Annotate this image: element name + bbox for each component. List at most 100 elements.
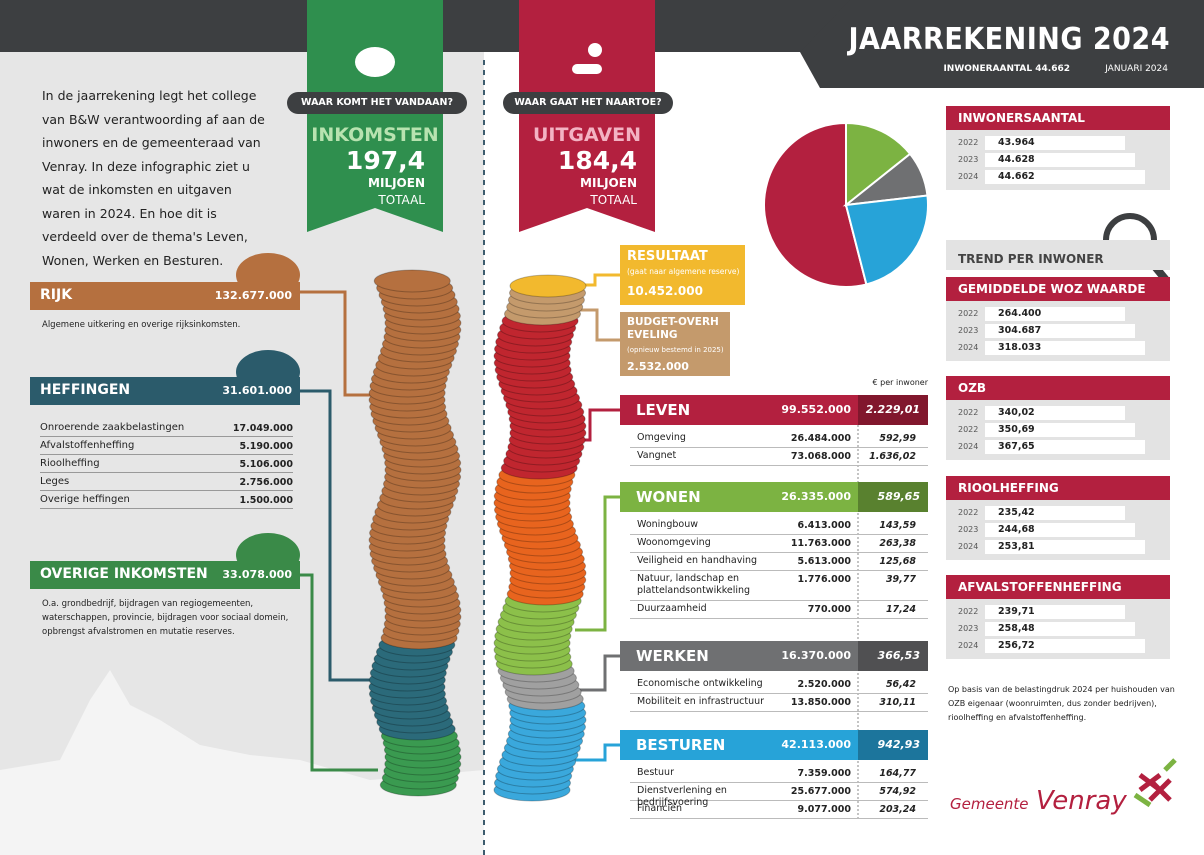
- row-label: Leges: [40, 476, 70, 487]
- row-amount: 7.359.000: [797, 768, 852, 779]
- source-note: Algemene uitkering en overige rijksinkom…: [42, 320, 241, 330]
- row-year: 2022: [958, 425, 979, 434]
- row-amount: 25.677.000: [790, 786, 851, 797]
- row-year: 2024: [958, 343, 979, 352]
- row-per-capita: 164,77: [879, 768, 916, 779]
- theme-name: LEVEN: [636, 401, 691, 419]
- row-year: 2024: [958, 442, 979, 451]
- row-line: [630, 618, 928, 619]
- row-label: Woonomgeving: [637, 537, 711, 548]
- row-value: 304.687: [998, 325, 1042, 336]
- section-bar: [946, 476, 1170, 500]
- row-year: 2023: [958, 326, 979, 335]
- header-date: JANUARI 2024: [1105, 64, 1168, 74]
- banner-title: UITGAVEN: [532, 124, 642, 146]
- row-line: [40, 436, 293, 437]
- piggy-icon: [355, 47, 395, 77]
- section-title: AFVALSTOFFENHEFFING: [958, 580, 1122, 594]
- theme-bar: [620, 395, 858, 425]
- coin: [373, 269, 451, 293]
- logo-mark: [1133, 758, 1177, 808]
- carryover-title: BUDGET-OVERHEVELING: [627, 316, 719, 341]
- row-line: [40, 454, 293, 455]
- row-amount: 5.190.000: [239, 441, 294, 452]
- row-per-capita: 143,59: [879, 520, 916, 531]
- source-amount: 33.078.000: [222, 568, 292, 581]
- banner-amount: 184,4: [557, 146, 637, 175]
- row-per-capita: 574,92: [879, 786, 916, 797]
- pie-slice: [763, 121, 868, 288]
- row-bar: [985, 639, 1145, 653]
- row-label: Woningbouw: [637, 519, 698, 530]
- row-line: [630, 711, 928, 712]
- source-name: HEFFINGEN: [40, 382, 131, 398]
- row-amount: 5.613.000: [797, 556, 852, 567]
- ribbon-label: WAAR KOMT HET VANDAAN?: [301, 97, 453, 108]
- pie-slice: [844, 194, 929, 286]
- row-year: 2022: [958, 508, 979, 517]
- row-bar: [985, 506, 1125, 520]
- row-bar: [985, 136, 1125, 150]
- expense-ribbon: [503, 92, 673, 114]
- row-year: 2024: [958, 641, 979, 650]
- connector: [575, 308, 620, 342]
- row-bar: [985, 540, 1145, 554]
- source-name: RIJK: [40, 287, 73, 303]
- row-line: [630, 800, 928, 801]
- row-bar: [985, 170, 1145, 184]
- section-bar: [946, 277, 1170, 301]
- row-label: Mobiliteit en infrastructuur: [637, 696, 765, 707]
- row-per-capita: 125,68: [879, 556, 916, 567]
- row-per-capita: 310,11: [879, 697, 916, 708]
- row-bar: [985, 406, 1125, 420]
- section-title: RIOOLHEFFING: [958, 481, 1059, 495]
- logo-mark: [1138, 773, 1172, 802]
- row-line: [630, 818, 928, 819]
- row-bar: [985, 324, 1135, 338]
- row-label: Omgeving: [637, 432, 686, 443]
- theme-bar-dark: [858, 395, 928, 425]
- skyline: [0, 670, 484, 855]
- footnote: Op basis van de belastingdruk 2024 per h…: [948, 685, 1175, 722]
- theme-amount: 42.113.000: [781, 738, 851, 751]
- row-value: 367,65: [998, 441, 1035, 452]
- row-line: [630, 465, 928, 466]
- row-value: 44.628: [998, 154, 1035, 165]
- row-year: 2022: [958, 607, 979, 616]
- source-bar: [30, 561, 300, 589]
- result-amount: 10.452.000: [627, 284, 703, 298]
- theme-bar-dark: [858, 482, 928, 512]
- theme-name: WERKEN: [636, 647, 709, 665]
- row-per-capita: 17,24: [885, 604, 916, 615]
- banner-total: TOTAAL: [590, 193, 637, 207]
- row-amount: 1.500.000: [239, 495, 294, 506]
- row-line: [630, 570, 928, 571]
- row-value: 350,69: [998, 424, 1035, 435]
- row-label: Veiligheid en handhaving: [637, 555, 758, 566]
- row-value: 44.662: [998, 171, 1035, 182]
- row-line: [40, 490, 293, 491]
- row-label: Onroerende zaakbelastingen: [40, 422, 185, 433]
- theme-bar: [620, 641, 858, 671]
- header-population: INWONERAANTAL 44.662: [943, 64, 1070, 74]
- theme-bar-dark: [858, 641, 928, 671]
- theme-bar-dark: [858, 730, 928, 760]
- theme-amount: 26.335.000: [781, 490, 851, 503]
- row-amount: 13.850.000: [790, 697, 851, 708]
- theme-name: BESTUREN: [636, 736, 726, 754]
- row-bar: [985, 341, 1145, 355]
- carryover-box: [620, 312, 730, 376]
- theme-name: WONEN: [636, 488, 701, 506]
- row-year: 2022: [958, 309, 979, 318]
- logo-name: Venray: [1036, 786, 1127, 816]
- row-per-capita: 592,99: [879, 433, 916, 444]
- banner-unit: MILJOEN: [580, 176, 637, 190]
- row-year: 2024: [958, 172, 979, 181]
- row-value: 239,71: [998, 606, 1035, 617]
- coin-icon: [588, 43, 602, 57]
- row-amount: 11.763.000: [790, 538, 851, 549]
- row-bar: [985, 307, 1125, 321]
- row-year: 2023: [958, 525, 979, 534]
- row-year: 2022: [958, 138, 979, 147]
